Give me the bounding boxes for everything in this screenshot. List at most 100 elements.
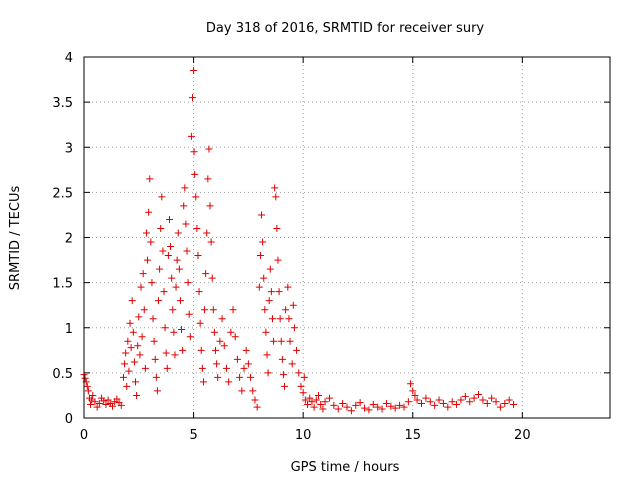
data-point: [176, 297, 184, 305]
data-point: [169, 306, 177, 314]
data-point: [218, 315, 226, 323]
data-point: [113, 395, 121, 403]
data-point: [123, 382, 131, 390]
data-point: [212, 346, 219, 354]
data-point: [260, 274, 268, 282]
data-point: [233, 355, 241, 363]
data-point: [222, 364, 230, 372]
data-point: [88, 396, 96, 404]
data-point: [285, 315, 293, 323]
y-tick-label: 0.5: [52, 367, 73, 382]
data-point: [158, 193, 166, 201]
data-point: [190, 148, 198, 156]
data-point: [83, 382, 91, 390]
data-point: [196, 319, 204, 327]
y-tick-label: 3.5: [52, 96, 73, 111]
data-point: [492, 398, 500, 406]
data-point: [220, 342, 228, 350]
chart-title: Day 318 of 2016, SRMTID for receiver sur…: [206, 21, 485, 36]
data-point: [483, 400, 491, 408]
data-point: [216, 337, 224, 345]
x-tick-label: 15: [404, 428, 421, 443]
data-point: [496, 403, 504, 411]
data-point: [198, 364, 206, 372]
data-point: [190, 67, 198, 75]
data-point: [173, 256, 181, 264]
x-axis-label: GPS time / hours: [291, 460, 400, 475]
data-point: [208, 274, 216, 282]
data-point: [293, 346, 301, 354]
data-point: [174, 229, 182, 237]
y-tick-label: 0: [65, 412, 73, 427]
data-point: [159, 247, 167, 255]
data-point: [151, 355, 159, 363]
data-point: [267, 288, 275, 296]
data-point: [448, 398, 456, 406]
data-point: [461, 392, 469, 400]
x-tick-label: 10: [295, 428, 312, 443]
data-point: [153, 387, 161, 395]
data-point: [299, 389, 307, 397]
y-tick-label: 2: [65, 232, 73, 247]
data-point: [312, 396, 320, 404]
data-point: [141, 364, 149, 372]
data-point: [272, 193, 280, 201]
data-point: [361, 404, 369, 412]
data-point: [274, 256, 282, 264]
data-point: [470, 394, 478, 402]
data-point: [304, 400, 312, 408]
data-point: [130, 358, 138, 366]
data-point: [330, 401, 338, 409]
data-point: [407, 380, 415, 388]
x-tick-label: 20: [514, 428, 531, 443]
data-point: [365, 406, 373, 414]
data-point: [157, 224, 165, 232]
data-point: [422, 394, 430, 402]
data-point: [203, 229, 211, 237]
data-point: [279, 371, 287, 379]
data-point: [411, 391, 419, 399]
data-point: [289, 301, 297, 309]
data-point: [172, 283, 180, 291]
data-point: [145, 208, 153, 216]
data-point: [321, 398, 329, 406]
data-point: [134, 342, 142, 350]
data-point: [156, 265, 164, 273]
data-point: [81, 374, 89, 382]
data-point: [295, 369, 303, 377]
data-point: [139, 270, 147, 278]
data-point: [259, 238, 267, 246]
data-point: [213, 360, 221, 368]
data-point: [201, 306, 209, 314]
data-point: [214, 373, 222, 381]
data-point: [144, 256, 152, 264]
data-point: [266, 265, 274, 273]
data-point: [306, 394, 314, 402]
data-point: [310, 403, 318, 411]
data-point: [121, 360, 129, 368]
data-point: [253, 403, 261, 411]
data-point: [171, 351, 179, 359]
data-point: [133, 391, 141, 399]
data-point: [444, 403, 452, 411]
data-point: [140, 306, 148, 314]
data-point: [286, 337, 294, 345]
data-point: [301, 396, 309, 404]
data-point: [138, 333, 146, 341]
data-point: [142, 229, 150, 237]
data-point: [93, 403, 101, 411]
data-point: [256, 252, 264, 260]
data-point: [300, 373, 308, 381]
x-tick-label: 5: [189, 428, 197, 443]
data-point: [178, 326, 186, 334]
data-point: [132, 378, 140, 386]
data-point: [236, 373, 244, 381]
data-point: [231, 333, 239, 341]
data-point: [356, 399, 364, 407]
data-point: [413, 396, 421, 404]
data-point: [199, 378, 207, 386]
data-point: [238, 387, 246, 395]
data-point: [146, 175, 154, 183]
